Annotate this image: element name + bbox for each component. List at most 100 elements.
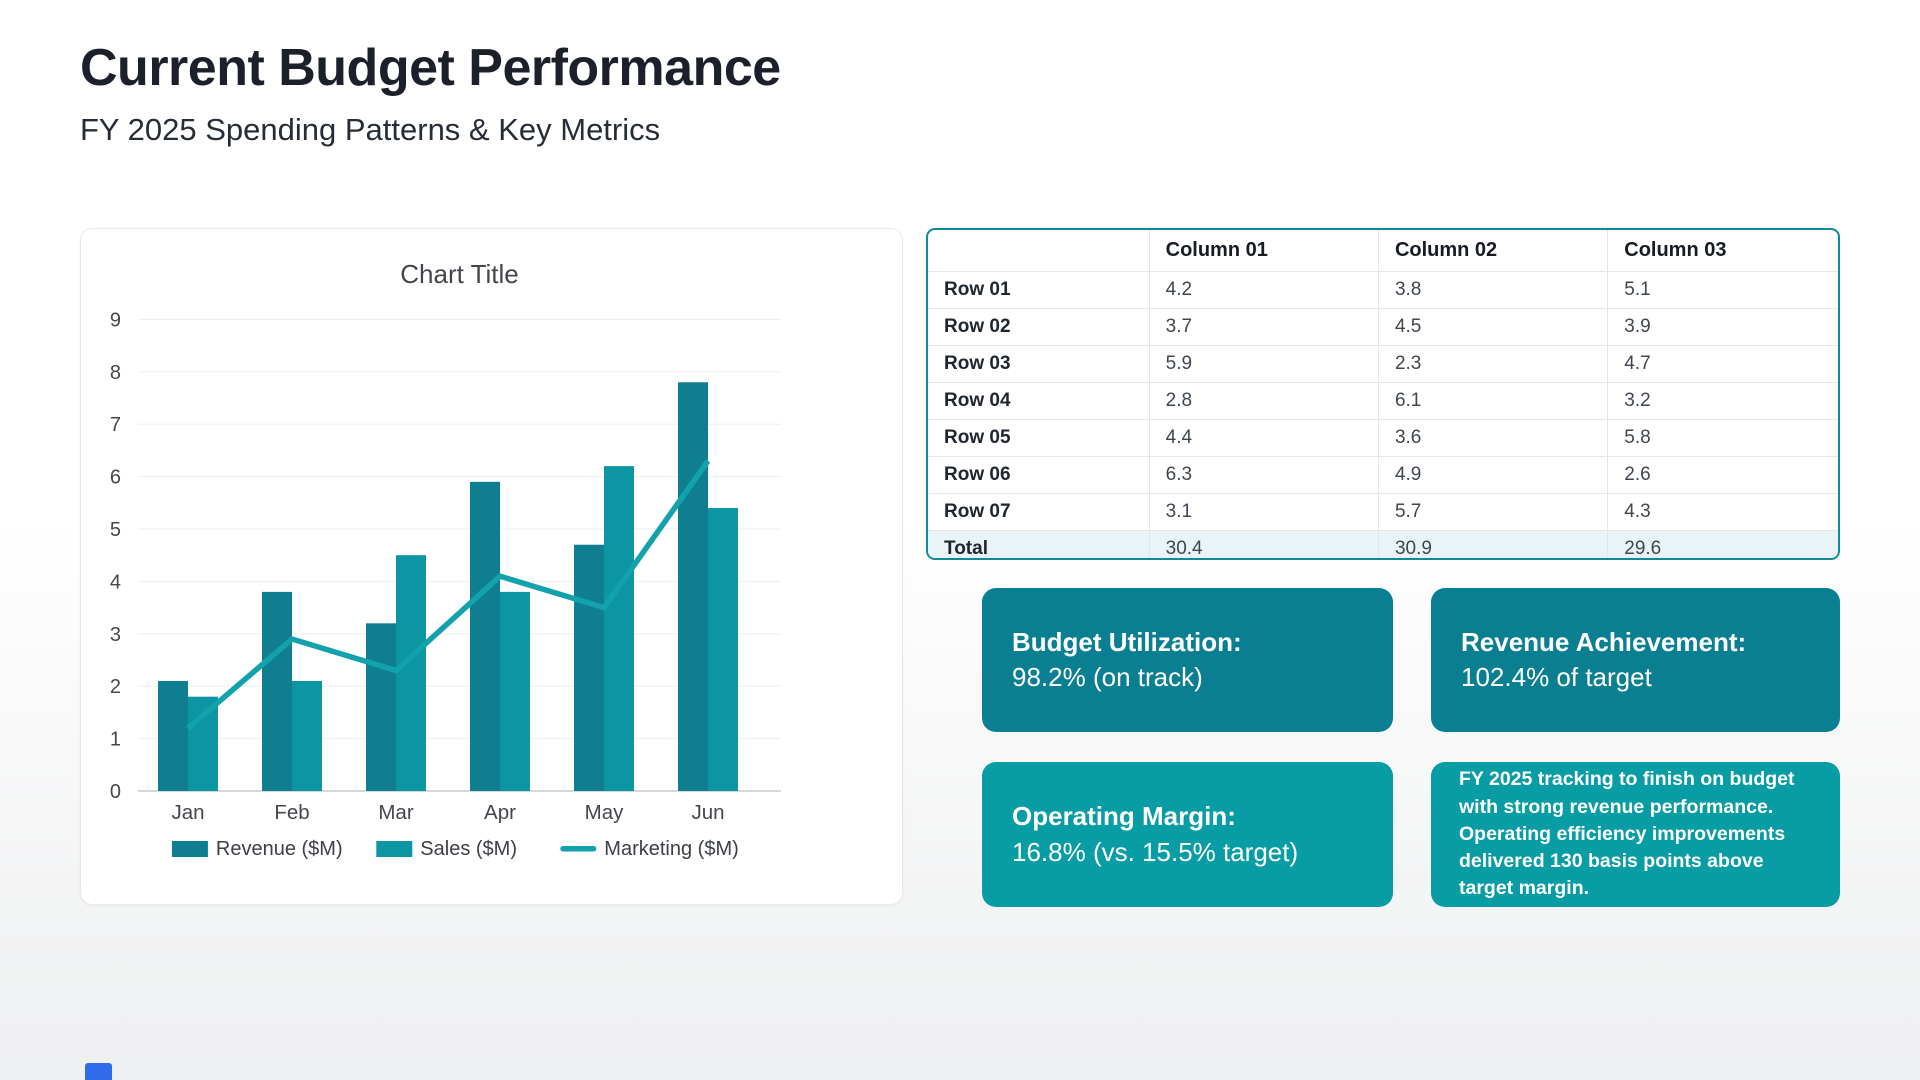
table-cell: 5.7	[1377, 493, 1608, 531]
page-title: Current Budget Performance	[80, 39, 781, 97]
table-cell: 30.9	[1377, 530, 1608, 558]
metric-label: Budget Utilization:	[1012, 626, 1242, 657]
x-tick-label: Jan	[171, 801, 204, 824]
table-row: Row 06 6.3 4.9 2.6	[928, 456, 1838, 494]
table-cell: 3.9	[1607, 308, 1838, 346]
table-cell: 4.2	[1148, 271, 1379, 309]
x-tick-label: Apr	[484, 801, 516, 824]
bar-jan-revenue	[158, 680, 188, 791]
table-cell: 29.6	[1607, 530, 1838, 558]
legend-line-swatch	[560, 846, 597, 852]
total-row: Total 30.4 30.9 29.6	[928, 530, 1838, 558]
metric-value: 16.8% (vs. 15.5% target)	[1012, 836, 1299, 867]
chart-svg: Chart Title 0 1 2 3 4 5 6 7 8 9 Jan Feb Mar Apr May Jun R…	[110, 259, 781, 860]
bar-mar-revenue	[366, 623, 396, 791]
table-row: Row 03 5.9 2.3 4.7	[928, 345, 1838, 383]
table-header-cell: Column 02	[1377, 230, 1608, 272]
metric-value: 102.4% of target	[1461, 662, 1652, 692]
row-label-cell: Row 06	[928, 456, 1150, 494]
table-cell: 3.1	[1148, 493, 1379, 531]
table-cell: 6.1	[1377, 382, 1608, 420]
y-tick-label: 0	[110, 781, 121, 803]
summary-card: FY 2025 tracking to finish on budget wit…	[1431, 762, 1840, 907]
x-tick-label: Feb	[274, 801, 309, 824]
table-body: Row 01 4.2 3.8 5.1 Row 02 3.7 4.5 3.9 Row 03 5.9 2…	[928, 271, 1838, 558]
table-cell: 4.4	[1148, 419, 1379, 457]
table-row: Row 02 3.7 4.5 3.9	[928, 308, 1838, 346]
marketing-line	[186, 459, 711, 731]
page-subtitle: FY 2025 Spending Patterns & Key Metrics	[80, 112, 661, 147]
bar-jun-sales	[708, 508, 738, 791]
bar-feb-sales	[292, 680, 322, 791]
row-label-cell: Row 02	[928, 308, 1150, 346]
y-tick-label: 5	[110, 519, 121, 541]
table-cell: 3.8	[1377, 271, 1608, 309]
table-cell: 4.9	[1377, 456, 1608, 494]
row-label-cell: Row 01	[928, 271, 1150, 309]
y-tick-label: 1	[110, 729, 121, 751]
data-table-card: Column 01 Column 02 Column 03 Row 01 4.2 3.8…	[926, 228, 1840, 560]
bar-may-revenue	[574, 544, 604, 791]
table-cell: 5.8	[1607, 419, 1838, 457]
row-label-cell: Row 04	[928, 382, 1150, 420]
table-cell: 2.6	[1607, 456, 1838, 494]
data-table: Column 01 Column 02 Column 03 Row 01 4.2 3.8…	[928, 230, 1838, 558]
legend-label: Sales ($M)	[420, 838, 517, 860]
bar-jun-revenue	[678, 382, 708, 791]
table-header-cell	[928, 230, 1150, 272]
bar-mar-sales	[396, 555, 426, 791]
table-row: Row 04 2.8 6.1 3.2	[928, 382, 1838, 420]
table-cell: 30.4	[1148, 530, 1379, 558]
table-cell: 5.9	[1148, 345, 1379, 383]
row-label-cell: Row 03	[928, 345, 1150, 383]
chart-title: Chart Title	[400, 259, 519, 289]
chart-card: Chart Title 0 1 2 3 4 5 6 7 8 9 Jan Feb Mar Apr May Jun R…	[80, 228, 903, 905]
table-cell: 5.1	[1607, 271, 1838, 309]
y-tick-label: 4	[110, 571, 121, 593]
table-cell: 6.3	[1148, 456, 1379, 494]
y-tick-label: 9	[110, 309, 121, 331]
table-header-cell: Column 01	[1148, 230, 1379, 272]
bar-feb-revenue	[262, 591, 292, 791]
table-header-row: Column 01 Column 02 Column 03	[928, 230, 1838, 272]
row-label-cell: Row 07	[928, 493, 1150, 531]
metric-value: 98.2% (on track)	[1012, 662, 1203, 692]
metric-card-budget-utilization: Budget Utilization: 98.2% (on track)	[982, 588, 1393, 732]
slide-accent	[85, 1063, 112, 1080]
metric-label: Revenue Achievement:	[1461, 626, 1747, 657]
bar-jan-sales	[188, 696, 218, 791]
metric-card-operating-margin: Operating Margin: 16.8% (vs. 15.5% targe…	[982, 762, 1393, 907]
table-cell: 4.3	[1607, 493, 1838, 531]
metric-card-revenue-achievement: Revenue Achievement: 102.4% of target	[1431, 588, 1840, 732]
table-header-cell: Column 03	[1607, 230, 1838, 272]
row-label-cell: Total	[928, 530, 1150, 558]
metrics-grid: Budget Utilization: 98.2% (on track) Rev…	[982, 588, 1840, 907]
table-row: Row 01 4.2 3.8 5.1	[928, 271, 1838, 309]
bar-apr-sales	[500, 591, 530, 791]
legend-swatch	[171, 841, 208, 857]
y-tick-label: 6	[110, 467, 121, 489]
x-tick-label: Jun	[691, 801, 724, 824]
x-tick-label: Mar	[378, 801, 413, 824]
table-cell: 3.6	[1377, 419, 1608, 457]
bar-apr-revenue	[470, 481, 500, 791]
y-tick-label: 2	[110, 676, 121, 698]
table-row: Row 07 3.1 5.7 4.3	[928, 493, 1838, 531]
y-tick-label: 8	[110, 362, 121, 384]
y-tick-label: 3	[110, 624, 121, 646]
bar-may-sales	[604, 466, 634, 791]
legend-label: Marketing ($M)	[604, 838, 738, 860]
table-cell: 2.8	[1148, 382, 1379, 420]
table-cell: 2.3	[1377, 345, 1608, 383]
row-label-cell: Row 05	[928, 419, 1150, 457]
table-cell: 3.2	[1607, 382, 1838, 420]
budget-chart: Chart Title 0 1 2 3 4 5 6 7 8 9 Jan Feb Mar Apr May Jun R…	[81, 229, 902, 904]
table-row: Row 05 4.4 3.6 5.8	[928, 419, 1838, 457]
y-tick-label: 7	[110, 414, 121, 436]
table-cell: 4.7	[1607, 345, 1838, 383]
table-cell: 4.5	[1377, 308, 1608, 346]
metric-label: Operating Margin:	[1012, 801, 1236, 832]
legend-label: Revenue ($M)	[216, 838, 343, 860]
summary-text: FY 2025 tracking to finish on budget wit…	[1459, 768, 1795, 900]
x-tick-label: May	[585, 801, 624, 824]
